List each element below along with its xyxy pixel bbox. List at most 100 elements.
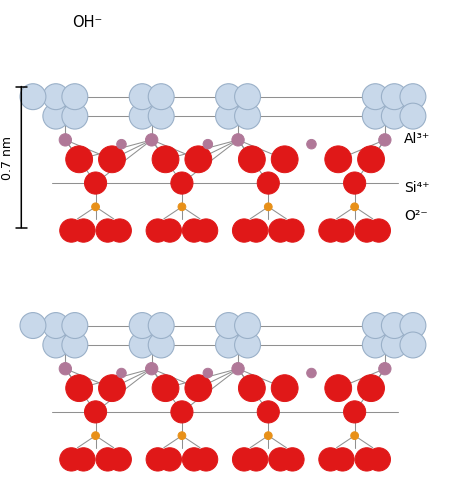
- Circle shape: [382, 332, 407, 358]
- Circle shape: [264, 203, 272, 211]
- Circle shape: [400, 332, 426, 358]
- Circle shape: [363, 84, 388, 110]
- Circle shape: [146, 134, 158, 147]
- Circle shape: [307, 368, 316, 378]
- Circle shape: [178, 203, 186, 211]
- Circle shape: [91, 432, 100, 440]
- Circle shape: [84, 401, 107, 423]
- Circle shape: [96, 220, 119, 243]
- Circle shape: [257, 401, 279, 423]
- Circle shape: [245, 448, 268, 471]
- Circle shape: [43, 84, 69, 110]
- Circle shape: [20, 313, 46, 339]
- Text: 0.7 nm: 0.7 nm: [0, 136, 14, 180]
- Circle shape: [235, 84, 261, 110]
- Circle shape: [358, 375, 384, 402]
- Circle shape: [271, 146, 298, 173]
- Circle shape: [257, 173, 279, 195]
- Circle shape: [194, 448, 218, 471]
- Circle shape: [117, 368, 126, 378]
- Circle shape: [232, 220, 256, 243]
- Circle shape: [235, 332, 261, 358]
- Circle shape: [96, 448, 119, 471]
- Circle shape: [72, 448, 95, 471]
- Circle shape: [216, 313, 242, 339]
- Circle shape: [238, 375, 265, 402]
- Circle shape: [400, 104, 426, 130]
- Circle shape: [171, 173, 193, 195]
- Circle shape: [148, 84, 174, 110]
- Circle shape: [264, 432, 272, 440]
- Circle shape: [358, 146, 384, 173]
- Circle shape: [182, 448, 206, 471]
- Circle shape: [216, 332, 242, 358]
- Circle shape: [43, 104, 69, 130]
- Circle shape: [59, 134, 72, 147]
- Circle shape: [99, 375, 126, 402]
- Circle shape: [129, 84, 155, 110]
- Circle shape: [382, 84, 407, 110]
- Circle shape: [382, 104, 407, 130]
- Circle shape: [129, 104, 155, 130]
- Circle shape: [146, 220, 169, 243]
- Circle shape: [158, 220, 182, 243]
- Circle shape: [182, 220, 206, 243]
- Circle shape: [66, 146, 92, 173]
- Circle shape: [269, 448, 292, 471]
- Circle shape: [158, 448, 182, 471]
- Circle shape: [238, 146, 265, 173]
- Circle shape: [148, 104, 174, 130]
- Circle shape: [271, 375, 298, 402]
- Circle shape: [379, 134, 391, 147]
- Circle shape: [152, 146, 179, 173]
- Circle shape: [319, 448, 342, 471]
- Circle shape: [185, 146, 212, 173]
- Circle shape: [319, 220, 342, 243]
- Circle shape: [325, 146, 352, 173]
- Circle shape: [281, 220, 304, 243]
- Circle shape: [367, 448, 391, 471]
- Circle shape: [178, 432, 186, 440]
- Circle shape: [281, 448, 304, 471]
- Circle shape: [367, 220, 391, 243]
- Circle shape: [363, 313, 388, 339]
- Circle shape: [363, 332, 388, 358]
- Circle shape: [203, 140, 213, 150]
- Circle shape: [117, 140, 126, 150]
- Circle shape: [355, 220, 378, 243]
- Circle shape: [331, 220, 354, 243]
- Circle shape: [60, 220, 83, 243]
- Circle shape: [185, 375, 212, 402]
- Circle shape: [148, 332, 174, 358]
- Circle shape: [325, 375, 352, 402]
- Circle shape: [232, 363, 244, 375]
- Circle shape: [66, 375, 92, 402]
- Circle shape: [216, 84, 242, 110]
- Circle shape: [355, 448, 378, 471]
- Circle shape: [148, 313, 174, 339]
- Circle shape: [235, 313, 261, 339]
- Text: OH⁻: OH⁻: [72, 15, 102, 30]
- Circle shape: [171, 401, 193, 423]
- Circle shape: [194, 220, 218, 243]
- Circle shape: [331, 448, 354, 471]
- Circle shape: [62, 313, 88, 339]
- Text: O²⁻: O²⁻: [404, 209, 428, 223]
- Text: Al³⁺: Al³⁺: [404, 131, 430, 145]
- Circle shape: [129, 332, 155, 358]
- Circle shape: [216, 104, 242, 130]
- Circle shape: [84, 173, 107, 195]
- Circle shape: [59, 363, 72, 375]
- Circle shape: [379, 363, 391, 375]
- Circle shape: [62, 84, 88, 110]
- Circle shape: [400, 84, 426, 110]
- Circle shape: [232, 134, 244, 147]
- Circle shape: [235, 104, 261, 130]
- Circle shape: [129, 313, 155, 339]
- Circle shape: [91, 203, 100, 211]
- Circle shape: [351, 432, 358, 440]
- Circle shape: [62, 332, 88, 358]
- Circle shape: [108, 220, 131, 243]
- Text: Si⁴⁺: Si⁴⁺: [404, 181, 430, 195]
- Circle shape: [400, 313, 426, 339]
